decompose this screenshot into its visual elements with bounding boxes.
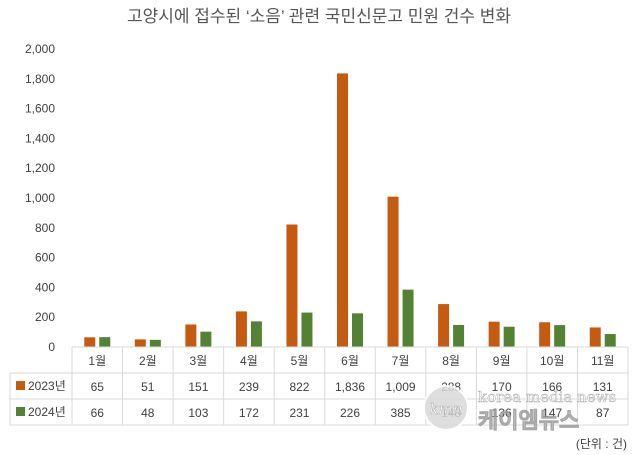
y-tick-label: 1,000 [25, 191, 55, 205]
bar-series1-6 [387, 196, 399, 347]
x-tick-label: 2월 [139, 354, 157, 368]
bar-series1-8 [488, 321, 500, 347]
x-tick-label: 6월 [341, 354, 359, 368]
data-label: 170 [492, 380, 512, 394]
data-label: 172 [239, 406, 259, 420]
data-label: 226 [340, 406, 360, 420]
x-tick-label: 10월 [540, 354, 564, 368]
bar-series2-2 [200, 331, 212, 347]
data-label: 87 [596, 406, 610, 420]
data-label: 151 [188, 380, 208, 394]
data-label: 65 [91, 380, 105, 394]
x-tick-label: 7월 [392, 354, 410, 368]
watermark-name: 케이엠뉴스 [478, 408, 579, 433]
data-label: 231 [289, 406, 309, 420]
bar-series2-8 [503, 326, 515, 347]
data-label: 1,836 [335, 380, 365, 394]
bar-series2-5 [352, 313, 363, 347]
unit-note: (단위 : 건) [576, 437, 627, 451]
data-label: 147 [542, 406, 562, 420]
x-tick-label: 5월 [291, 354, 309, 368]
bar-series1-7 [438, 304, 450, 347]
data-label: 239 [239, 380, 259, 394]
watermark: kmn korea media news 케이엠뉴스 [423, 385, 616, 433]
data-label: 66 [91, 406, 105, 420]
y-axis: 0 200 400 600 800 1,000 1,200 1,400 1,600 1,800 2,… [25, 42, 55, 354]
bar-series1-0 [84, 337, 96, 347]
y-tick-label: 2,000 [25, 42, 55, 56]
y-tick-label: 600 [35, 251, 55, 265]
legend-label: 2024년 [28, 405, 66, 419]
chart-title: 고양시에 접수된 ‘소음’ 관련 국민신문고 민원 건수 변화 [127, 7, 511, 26]
x-tick-label: 9월 [493, 354, 511, 368]
data-label: 1,009 [386, 380, 416, 394]
legend-swatch [16, 407, 25, 416]
x-tick-label: 4월 [240, 354, 258, 368]
data-label: 822 [289, 380, 309, 394]
bar-series1-9 [539, 322, 551, 347]
x-tick-label: 1월 [88, 354, 106, 368]
bar-series1-5 [337, 73, 348, 347]
y-tick-label: 1,800 [25, 72, 55, 86]
bar-series2-6 [402, 289, 414, 347]
bar-series2-1 [149, 339, 161, 347]
bar-area [84, 73, 616, 347]
bar-series2-0 [99, 337, 111, 347]
data-table: 1월 2월 3월 4월 5월 6월 7월 8월 9월 10월 11월 2023년 65 51 151 239 8… [9, 346, 629, 426]
watermark-tagline: korea media news [478, 388, 616, 406]
bar-series2-9 [554, 325, 566, 347]
data-label: 136 [492, 406, 512, 420]
bar-series2-7 [453, 324, 465, 347]
y-tick-label: 1,200 [25, 161, 55, 175]
bar-series1-4 [286, 224, 298, 347]
bar-series2-3 [250, 321, 262, 347]
bar-series1-2 [185, 324, 197, 347]
x-tick-label: 3월 [190, 354, 208, 368]
y-tick-label: 400 [35, 280, 55, 294]
bar-series1-1 [134, 339, 146, 347]
y-tick-label: 1,400 [25, 131, 55, 145]
y-tick-label: 1,600 [25, 102, 55, 116]
data-label: 166 [542, 380, 562, 394]
data-label: 51 [141, 380, 155, 394]
y-tick-label: 200 [35, 310, 55, 324]
watermark-logo-text: kmn [430, 400, 463, 418]
x-tick-label: 8월 [442, 354, 460, 368]
bar-series2-10 [604, 334, 616, 347]
watermark-logo-icon [423, 385, 469, 431]
y-tick-label: 0 [48, 340, 55, 354]
legend-swatch [16, 381, 25, 390]
data-label: 131 [593, 380, 613, 394]
bar-series1-3 [235, 311, 247, 347]
y-tick-label: 800 [35, 221, 55, 235]
bar-series2-4 [301, 312, 313, 347]
x-tick-label: 11월 [591, 354, 615, 368]
data-label: 103 [188, 406, 208, 420]
bar-series1-10 [589, 327, 601, 347]
data-label: 48 [141, 406, 155, 420]
data-label: 385 [391, 406, 411, 420]
legend-label: 2023년 [28, 379, 66, 393]
